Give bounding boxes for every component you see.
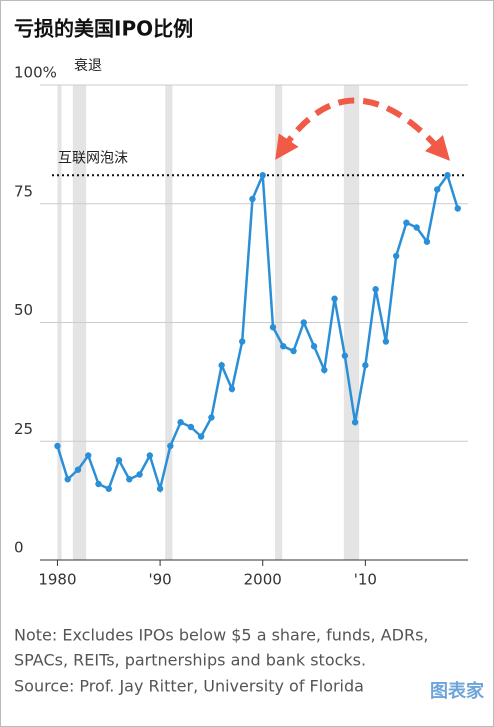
source: Source: Prof. Jay Ritter, University of … [14,677,364,696]
data-point [208,414,215,421]
data-point [228,385,236,393]
data-point [331,295,338,302]
data-point [300,319,307,326]
data-point [310,343,318,350]
watermark: 图表家 [430,680,485,702]
series-line [56,172,459,494]
data-point [238,338,246,345]
data-point [167,442,174,450]
x-tick-label: '90 [148,571,171,589]
x-tick-label: 1980 [38,571,76,589]
data-point [351,419,359,426]
y-tick-label: 100% [14,64,57,82]
reference-label: 互联网泡沫 [58,150,128,166]
data-point [372,286,379,293]
data-point [105,485,112,492]
data-point [454,205,461,212]
data-point [382,338,390,345]
data-point [341,352,349,359]
data-point [321,366,328,374]
note: Note: Excludes IPOs below $5 a share, fu… [14,626,428,645]
data-point [74,466,82,473]
data-point [392,252,400,260]
data-point [95,480,102,488]
y-tick-label: 75 [14,182,33,200]
arrow [275,97,451,161]
data-point [146,452,154,459]
data-point [403,219,410,226]
data-point [423,238,431,245]
data-point [54,442,61,450]
data-point [85,452,92,459]
data-point [187,423,195,431]
data-point [444,172,451,179]
x-tick-label: '10 [354,571,377,589]
y-tick-label: 0 [14,539,24,557]
data-point [434,186,441,193]
data-point [290,347,297,355]
data-point [177,419,184,426]
data-point [126,476,133,483]
plot: 0 25 50 75 100% 1980 '90 2000 '10 互联网泡沫 [14,64,468,589]
data-point [280,343,287,350]
data-point [136,471,143,478]
chart-title: 亏损的美国IPO比例 [14,17,193,41]
data-point [197,433,205,440]
note: SPACs, REITs, partnerships and bank stoc… [14,651,366,670]
data-point [115,457,123,464]
recession-label: 衰退 [74,57,102,74]
y-tick-label: 25 [14,420,33,438]
data-point [269,324,277,331]
y-tick-label: 50 [14,301,33,319]
data-point [156,485,164,492]
data-point [218,362,225,369]
data-point [249,195,256,203]
data-point [259,172,266,179]
x-tick-label: 2000 [244,571,282,589]
data-point [64,476,71,483]
data-point [362,362,369,369]
data-point [413,224,420,231]
